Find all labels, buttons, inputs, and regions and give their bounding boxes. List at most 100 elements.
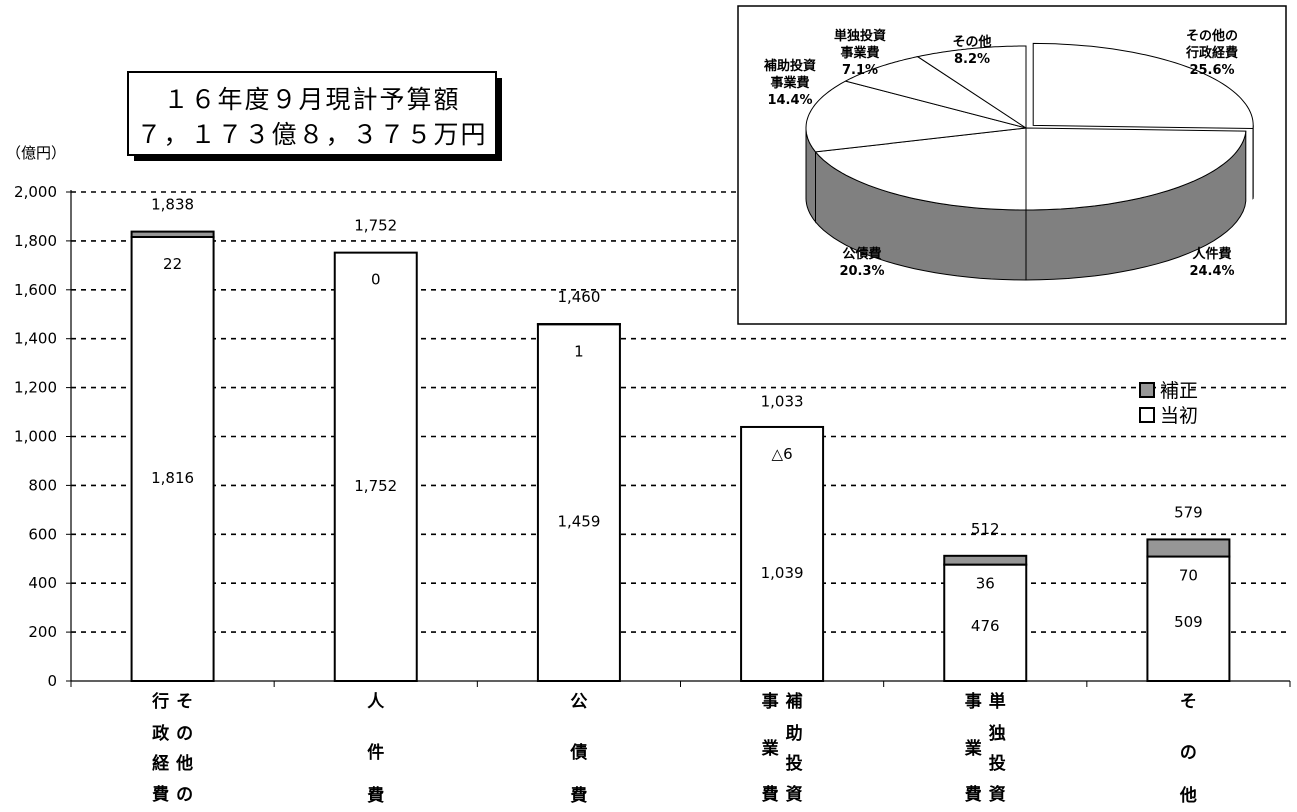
- bar-initial: [333, 251, 418, 683]
- pie-slice: [814, 127, 1027, 211]
- total-label: 1,752: [354, 217, 397, 235]
- pie-slice-label: 事業費: [840, 45, 879, 61]
- bar-initial: [130, 235, 215, 682]
- supplement-label: 70: [1179, 567, 1198, 585]
- y-tick-label: 1,000: [14, 428, 57, 446]
- category-label-char: そ: [1180, 692, 1197, 712]
- category-label-char: 他: [175, 753, 193, 774]
- category-label-char: 補: [785, 691, 803, 712]
- y-tick-label: 1,600: [14, 281, 57, 299]
- bar-initial: [740, 425, 825, 683]
- pie-slice-percent: 24.4%: [1189, 264, 1234, 279]
- initial-label: 1,459: [557, 513, 600, 531]
- y-tick-label: 600: [28, 525, 57, 543]
- pie-slice-label: 人件費: [1192, 246, 1231, 262]
- initial-label: 1,752: [354, 477, 397, 495]
- y-tick-label: 0: [47, 672, 57, 690]
- supplement-label: 36: [976, 575, 995, 593]
- category-label-char: 投: [786, 753, 803, 774]
- pie-slice-percent: 20.3%: [839, 264, 884, 279]
- initial-label: 1,816: [151, 469, 194, 487]
- supplement-label: 1: [574, 342, 584, 360]
- category-label-char: 費: [367, 785, 384, 806]
- title-box: １６年度９月現計予算額 ７，１７３億８，３７５万円: [127, 71, 502, 161]
- category-label-char: 政: [152, 723, 170, 744]
- gridlines: [71, 191, 1290, 633]
- category-label-char: 公: [570, 692, 587, 712]
- total-label: 1,460: [557, 288, 600, 306]
- data-labels: 1,838 22 1,816 1,752 0 1,752 1,460 1 1,459 1,033 △…: [151, 196, 1203, 635]
- legend-label: 補正: [1160, 380, 1198, 402]
- pie-slice: [844, 56, 1027, 129]
- chart-title-line-1: １６年度９月現計予算額: [163, 85, 460, 114]
- supplement-label: 22: [163, 255, 182, 273]
- category-label-char: 単: [989, 691, 1006, 712]
- pie-slice-percent: 14.4%: [767, 93, 812, 108]
- category-label-char: 業: [762, 738, 779, 759]
- legend-label: 当初: [1160, 405, 1198, 427]
- pie-slice-label: 単独投資: [834, 28, 886, 44]
- pie-slice: [1032, 42, 1254, 130]
- category-label-char: 資: [989, 785, 1006, 805]
- supplement-label: 0: [371, 271, 381, 289]
- pie-slice-percent: 7.1%: [842, 63, 878, 78]
- category-label-char: 費: [762, 784, 779, 805]
- category-label-char: 業: [965, 738, 982, 759]
- y-tick-label: 800: [28, 476, 57, 494]
- pie-slice-percent: 25.6%: [1189, 63, 1234, 78]
- category-label-char: 件: [367, 742, 384, 763]
- total-label: 1,033: [761, 392, 804, 410]
- initial-label: 509: [1174, 613, 1203, 631]
- y-tick-label: 2,000: [14, 183, 57, 201]
- title-box-frame: [127, 71, 497, 156]
- category-label-char: 費: [152, 784, 169, 805]
- initial-label: 476: [971, 617, 1000, 635]
- y-tick-label: 1,400: [14, 330, 57, 348]
- category-label-char: 行: [151, 691, 169, 712]
- initial-label: 1,039: [761, 564, 804, 582]
- pie-slice: [916, 45, 1027, 129]
- chart-title-line-2: ７，１７３億８，３７５万円: [136, 120, 487, 149]
- axes: 0 200 400 600 800 1,000 1,200 1,400 1,600 1,800 2,…: [6, 144, 1291, 690]
- y-tick-label: 1,800: [14, 232, 57, 250]
- pie-slice-percent: 8.2%: [954, 52, 990, 67]
- total-label: 1,838: [151, 196, 194, 214]
- category-label-char: 資: [786, 785, 803, 805]
- pie-slice-label: その他: [952, 34, 991, 50]
- y-axis-label: （億円）: [6, 144, 66, 162]
- category-label-char: 事: [965, 692, 982, 712]
- bar-supplement: [943, 554, 1028, 566]
- category-label-char: の: [1180, 743, 1197, 763]
- y-tick-label: 1,200: [14, 379, 57, 397]
- legend-swatch: [1139, 382, 1155, 398]
- category-label-char: 経: [152, 753, 170, 774]
- legend-swatch: [1139, 407, 1155, 423]
- category-label-char: 事: [762, 692, 779, 712]
- bar-supplement: [1146, 538, 1231, 558]
- category-label-char: 人: [367, 692, 385, 712]
- pie-slice-label: 公債費: [842, 246, 881, 262]
- y-tick-label: 200: [28, 623, 57, 641]
- bar-initial: [536, 323, 621, 682]
- supplement-label: △6: [772, 445, 793, 463]
- category-label-char: 費: [965, 784, 982, 805]
- pie-slice-label: 補助投資: [763, 58, 816, 74]
- pie-slice-label: 事業費: [770, 75, 809, 91]
- pie-slice: [1025, 127, 1247, 211]
- y-tick-label: 400: [28, 574, 57, 592]
- pie-slice-label: 行政経費: [1185, 45, 1238, 61]
- pie-slice: [805, 80, 1027, 153]
- category-label-char: の: [176, 724, 193, 744]
- bar-initial: [943, 563, 1028, 682]
- category-label-char: そ: [176, 692, 193, 712]
- category-label-char: 独: [989, 723, 1006, 744]
- total-label: 512: [971, 520, 1000, 538]
- category-label-char: 投: [989, 753, 1006, 774]
- pie-inset: その他の行政経費25.6%人件費24.4%公債費20.3%補助投資事業費14.4…: [737, 5, 1287, 325]
- category-label-char: の: [176, 785, 193, 805]
- category-label-char: 債: [569, 742, 587, 763]
- category-label-char: 助: [786, 723, 803, 744]
